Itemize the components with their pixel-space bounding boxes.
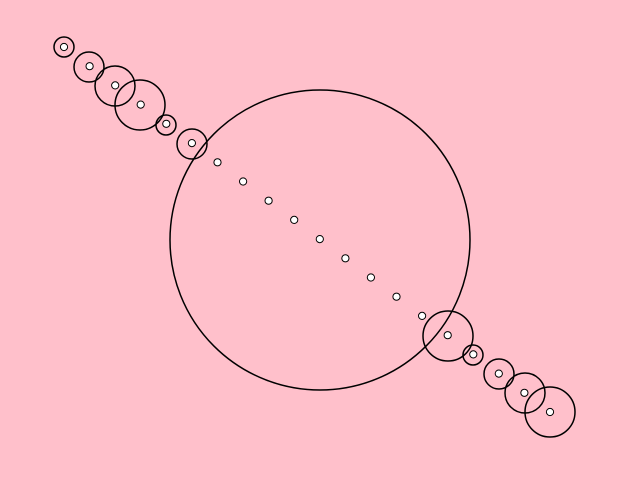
point-9 [264, 196, 273, 205]
ring-6 [176, 128, 208, 160]
point-12 [341, 254, 350, 263]
point-16 [443, 331, 452, 340]
point-20 [545, 407, 555, 417]
point-13 [366, 273, 375, 282]
ring-8 [462, 344, 484, 366]
point-15 [418, 311, 427, 320]
point-11 [315, 235, 324, 244]
point-3 [111, 81, 120, 90]
point-6 [187, 139, 196, 148]
point-7 [213, 158, 222, 167]
point-19 [520, 388, 529, 397]
point-14 [392, 292, 401, 301]
ring-5 [155, 114, 177, 136]
ring-2 [73, 51, 105, 83]
ring-7 [422, 310, 474, 362]
point-4 [136, 100, 145, 109]
point-5 [162, 119, 171, 128]
point-2 [85, 62, 94, 71]
point-1 [59, 42, 69, 52]
ring-11 [524, 386, 576, 438]
diagonal-point-figure [53, 36, 576, 438]
point-18 [494, 369, 503, 378]
large-circle [169, 89, 471, 391]
point-10 [290, 215, 299, 224]
point-17 [469, 350, 478, 359]
ring-4 [114, 79, 166, 131]
point-8 [239, 177, 248, 186]
ring-9 [483, 358, 515, 390]
ring-1 [53, 36, 75, 58]
